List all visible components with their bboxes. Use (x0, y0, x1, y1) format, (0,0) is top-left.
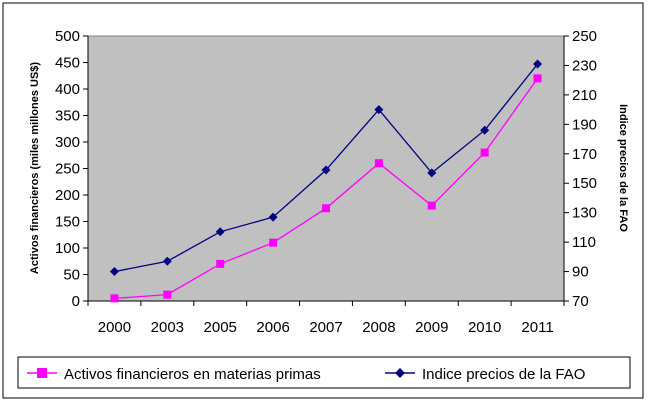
y-left-tick-label: 0 (72, 293, 80, 310)
data-point-activos (322, 204, 330, 213)
data-point-fao (268, 212, 278, 222)
y-right-tick-label: 130 (572, 205, 597, 222)
data-point-activos (163, 290, 172, 299)
y-right-tick-label: 150 (572, 175, 597, 192)
y-right-tick-label: 70 (572, 293, 589, 310)
y-right-tick-label: 230 (572, 57, 597, 74)
legend-label-fao: Indice precios de la FAO (422, 366, 585, 383)
y-right-tick-label: 210 (572, 87, 597, 104)
legend-box (17, 356, 631, 389)
y-right-tick-label: 250 (572, 28, 597, 45)
data-point-fao (533, 59, 543, 69)
axes: 0 50 100 150 200 250 300 350 400 450 500 70 90 110 130… (55, 28, 597, 336)
data-point-fao (321, 165, 331, 175)
data-point-activos (480, 148, 489, 157)
y-left-tick-label: 450 (55, 55, 80, 72)
legend-label-activos: Activos financieros en materias primas (64, 366, 321, 383)
legend-marker-fao (395, 368, 405, 378)
legend-marker-activos (37, 368, 47, 378)
data-point-fao (374, 105, 384, 115)
x-tick-label: 2006 (256, 319, 289, 336)
x-tick-label: 2007 (309, 319, 342, 336)
y-left-tick-label: 500 (55, 28, 80, 45)
y-left-tick-label: 100 (55, 240, 80, 257)
y-left-tick-label: 400 (55, 81, 80, 98)
y-right-tick-label: 90 (572, 264, 589, 281)
x-tick-label: 2008 (362, 319, 395, 336)
x-tick-label: 2010 (468, 319, 501, 336)
y-right-tick-label: 110 (572, 234, 596, 251)
data-point-fao (480, 125, 490, 135)
data-point-activos (533, 74, 542, 83)
y-left-tick-label: 300 (55, 134, 80, 151)
data-point-activos (110, 294, 119, 303)
legend: Activos financieros en materias primas I… (17, 356, 631, 389)
data-point-activos (427, 201, 436, 210)
x-tick-label: 2009 (415, 319, 448, 336)
y-left-tick-label: 350 (55, 108, 80, 125)
y-left-tick-label: 250 (55, 161, 80, 178)
data-point-fao (109, 267, 119, 277)
y-axis-right-title: Indice precios de la FAO (617, 104, 629, 232)
y-axis-left-title: Activos financieros (miles millones US$) (29, 62, 41, 274)
y-left-tick-label: 150 (55, 214, 80, 231)
y-left-tick-label: 200 (55, 187, 80, 204)
x-tick-label: 2000 (98, 319, 131, 336)
data-point-activos (374, 159, 383, 168)
y-left-tick-label: 50 (63, 267, 80, 284)
series-layer (109, 59, 543, 303)
x-tick-label: 2005 (204, 319, 237, 336)
data-point-activos (269, 238, 278, 247)
x-tick-label: 2011 (521, 319, 553, 336)
y-right-tick-label: 170 (572, 146, 597, 163)
data-point-activos (216, 259, 225, 268)
data-point-fao (215, 227, 225, 237)
data-point-fao (162, 256, 172, 266)
x-tick-label: 2003 (151, 319, 184, 336)
y-right-tick-label: 190 (572, 116, 597, 133)
data-point-fao (427, 168, 437, 178)
